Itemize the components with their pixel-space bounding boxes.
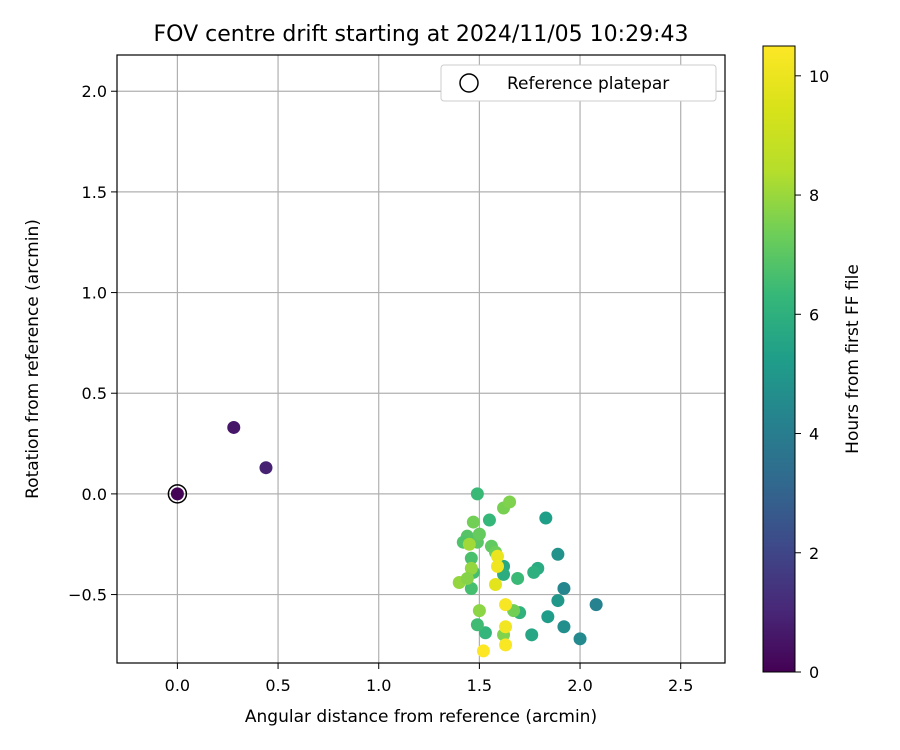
x-tick-label: 2.0: [567, 676, 592, 695]
data-point: [557, 620, 571, 634]
colorbar-tick-label: 6: [809, 305, 819, 324]
data-point: [491, 559, 505, 573]
legend-box: [440, 64, 717, 102]
data-point: [170, 487, 184, 501]
tick-layer: 0.0 0.5 1.0 1.5 2.0 2.5 −0.5 0.0 0.5 1.0 1.5 2.0: [68, 82, 693, 695]
x-tick-label: 0.0: [165, 676, 190, 695]
plot-frame: [116, 54, 726, 664]
y-tick-label: 0.5: [82, 384, 107, 403]
reference-platepar-marker: [167, 484, 188, 504]
data-point: [259, 461, 273, 475]
data-point: [527, 565, 541, 579]
data-point: [557, 582, 571, 596]
y-axis-label: Rotation from reference (arcmin): [23, 219, 43, 499]
legend-label: Reference platepar: [507, 74, 669, 94]
data-point: [551, 547, 565, 561]
y-tick-label: 1.5: [82, 183, 107, 202]
legend-marker-icon: [459, 73, 479, 93]
data-point: [589, 598, 603, 612]
data-point: [464, 551, 478, 565]
x-tick-label: 0.5: [265, 676, 290, 695]
colorbar-tick-label: 8: [809, 186, 819, 205]
data-point: [525, 628, 539, 642]
data-point: [503, 495, 517, 509]
data-point: [472, 604, 486, 618]
data-point: [539, 511, 553, 525]
y-tick-label: 1.0: [82, 284, 107, 303]
data-point: [470, 487, 484, 501]
data-point: [491, 549, 505, 563]
colorbar-tick-label: 2: [809, 544, 819, 563]
x-tick-label: 2.5: [668, 676, 693, 695]
data-point: [499, 638, 513, 652]
data-point: [464, 561, 478, 575]
data-point: [488, 577, 502, 591]
points-layer: [170, 420, 603, 658]
data-point: [462, 537, 476, 551]
x-tick-label: 1.0: [366, 676, 391, 695]
x-tick-label: 1.5: [467, 676, 492, 695]
chart-title: FOV centre drift starting at 2024/11/05 …: [154, 22, 689, 47]
data-point: [478, 626, 492, 640]
colorbar-tick-label: 0: [809, 663, 819, 682]
data-point: [227, 420, 241, 434]
data-point: [466, 515, 480, 529]
data-point: [460, 571, 474, 585]
data-point: [499, 620, 513, 634]
data-point: [499, 598, 513, 612]
data-point: [511, 571, 525, 585]
colorbar-tick-label: 10: [809, 67, 829, 86]
legend: Reference platepar: [440, 64, 717, 102]
y-tick-label: −0.5: [68, 586, 107, 605]
y-tick-label: 0.0: [82, 485, 107, 504]
grid-layer: [117, 55, 725, 663]
y-tick-label: 2.0: [82, 82, 107, 101]
data-point: [573, 632, 587, 646]
colorbar-label: Hours from first FF file: [843, 264, 863, 454]
colorbar-ticks: 0 2 4 6 8 10: [795, 67, 829, 682]
data-point: [541, 610, 555, 624]
data-point: [470, 618, 484, 632]
data-point: [551, 594, 565, 608]
x-axis-label: Angular distance from reference (arcmin): [245, 707, 597, 727]
colorbar: 0 2 4 6 8 10 Hours from first FF file: [762, 45, 863, 682]
data-point: [464, 582, 478, 596]
data-point: [472, 527, 486, 541]
data-point: [476, 644, 490, 658]
colorbar-tick-label: 4: [809, 425, 819, 444]
data-point: [482, 513, 496, 527]
colorbar-gradient: [762, 45, 796, 673]
